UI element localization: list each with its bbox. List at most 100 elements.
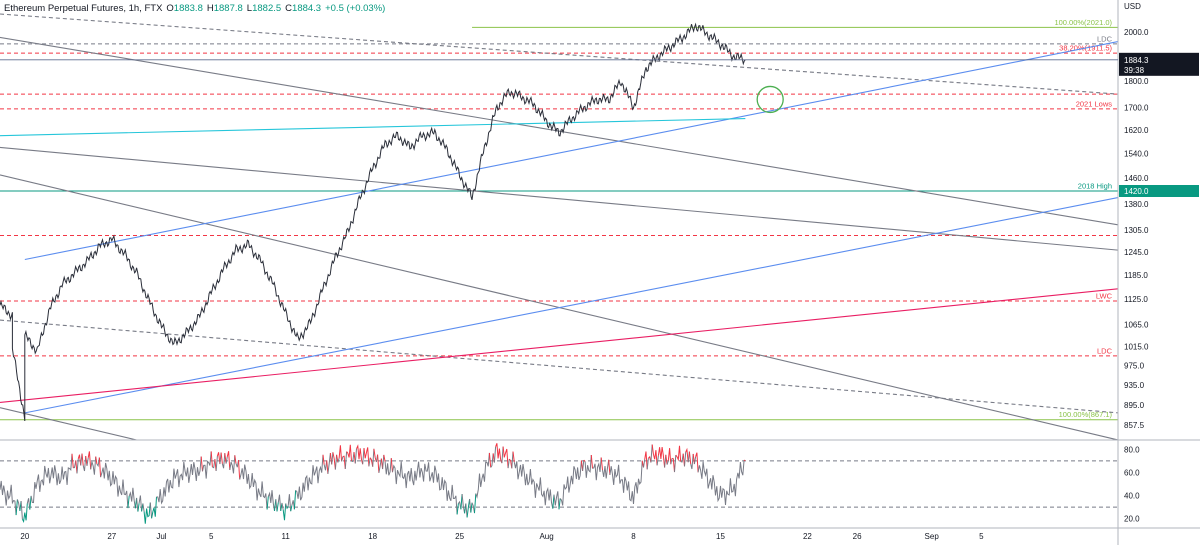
rsi-line-segment (202, 451, 212, 479)
rsi-line-segment (590, 454, 593, 469)
level-label-1: LDC (1097, 34, 1113, 43)
rsi-line-segment (670, 458, 673, 465)
trend-line-4[interactable] (0, 319, 1118, 414)
annotations (756, 85, 784, 114)
trend-line-3[interactable] (0, 407, 137, 440)
rsi-line-segment (695, 452, 699, 473)
rsi-tick-label: 60.0 (1124, 468, 1140, 477)
highlight-circle[interactable] (756, 85, 784, 114)
rsi-line-segment (372, 448, 375, 467)
price-tick-label: 1460.0 (1124, 174, 1149, 183)
trend-line-6[interactable] (24, 41, 1118, 261)
rsi-line-segment (502, 446, 509, 469)
rsi-line-segment (295, 454, 324, 501)
rsi-line-segment (697, 460, 745, 506)
rsi-line-segment (465, 503, 468, 518)
rsi-line-segment (331, 452, 334, 465)
last-price-badge[interactable] (1119, 52, 1199, 76)
rsi-line-segment (392, 461, 458, 515)
trend-line-1[interactable] (0, 146, 1118, 251)
rsi-line-segment (511, 451, 514, 469)
rsi-line-segment (30, 453, 73, 504)
time-tick-label: 15 (716, 532, 725, 541)
rsi-line-segment (377, 454, 380, 473)
rsi-line-segment (685, 447, 689, 463)
open-label: O (166, 3, 174, 14)
rsi-line-segment (142, 503, 145, 512)
rsi-line-segment (29, 495, 32, 510)
rsi-line-segment (15, 499, 18, 516)
level-label-4: 2021 Lows (1076, 99, 1113, 108)
rsi-line-segment (16, 499, 21, 511)
trend-line-9[interactable] (0, 118, 746, 137)
rsi-line-segment (266, 496, 269, 510)
rsi-line-segment (138, 495, 143, 512)
rsi-line-segment (382, 454, 385, 470)
rsi-line-segment (369, 457, 374, 467)
rsi-line-segment (600, 457, 603, 471)
symbol-title[interactable]: Ethereum Perpetual Futures, 1h, FTX (4, 3, 163, 14)
rsi-line-segment (693, 456, 697, 465)
rsi-line-segment (743, 459, 746, 462)
time-tick-label: 20 (20, 532, 29, 541)
rsi-line-segment (77, 454, 82, 466)
rsi-line-segment (21, 503, 28, 523)
rsi-tick-label: 40.0 (1124, 492, 1140, 501)
rsi-line-segment (680, 453, 684, 463)
price-tick-label: 1540.0 (1124, 149, 1149, 158)
rsi-line-segment (582, 460, 585, 472)
trend-lines (0, 13, 1118, 440)
rsi-line-segment (128, 487, 136, 509)
rsi-line-segment (71, 453, 74, 468)
rsi-line-segment (356, 444, 364, 465)
rsi-line-segment (602, 459, 610, 479)
rsi-line-segment (229, 455, 236, 474)
time-tick-label: 27 (107, 532, 116, 541)
rsi-line-segment (690, 453, 694, 470)
rsi-line-segment (239, 464, 268, 510)
trend-line-7[interactable] (24, 197, 1118, 414)
rsi-line-segment (234, 455, 237, 464)
rsi-line-segment (592, 457, 602, 481)
rsi-line-segment (674, 455, 677, 473)
price-tick-label: 1015.0 (1124, 343, 1149, 352)
rsi-line-segment (474, 493, 477, 514)
rsi-line-segment (151, 496, 157, 519)
rsi-line-segment (475, 452, 490, 499)
level-label-8: LDC (1097, 346, 1113, 355)
rsi-line-segment (346, 444, 352, 462)
rsi-line-segment (334, 454, 338, 470)
rsi-line-segment (495, 443, 503, 464)
rsi-line-segment (583, 459, 586, 462)
rsi-line-segment (657, 447, 666, 468)
rsi-line-segment (224, 453, 227, 464)
rsi-line-segment (82, 456, 87, 472)
rsi-line-segment (96, 457, 100, 468)
open-value: 1883.8 (173, 3, 203, 14)
close-value: 1884.3 (292, 3, 322, 14)
rsi-line-segment (648, 455, 652, 463)
rsi-line-segment (212, 459, 216, 469)
rsi-line-segment (90, 456, 97, 475)
rsi-line-segment (354, 448, 357, 464)
price-line[interactable] (0, 22, 746, 422)
rsi-line-segment (671, 457, 675, 473)
trend-line-5[interactable] (0, 13, 1118, 95)
time-tick-label: Jul (156, 532, 166, 541)
time-axis[interactable]: 20 27 Jul 5 11 18 25 Aug 8 15 22 26 Sep 5 (0, 527, 1200, 541)
rsi-line-segment (656, 455, 659, 466)
price-series (0, 22, 746, 422)
level-label-9: 100.00%(867.1) (1059, 410, 1113, 419)
time-tick-label: 5 (209, 532, 214, 541)
trend-line-8[interactable] (0, 288, 1118, 404)
rsi-line-segment (282, 503, 287, 521)
rsi-line-segment (508, 458, 513, 469)
level-badge[interactable] (1119, 184, 1199, 197)
price-tick-label: 975.0 (1124, 361, 1145, 370)
rsi-line-segment (20, 500, 23, 520)
rsi-line-segment (226, 451, 231, 470)
trend-line-0[interactable] (0, 21, 1118, 226)
